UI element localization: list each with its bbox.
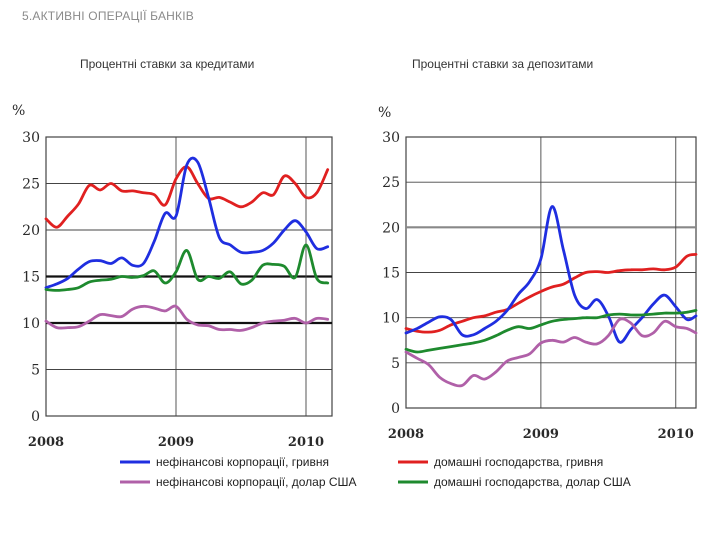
y-tick-label-loans: 30	[22, 130, 40, 146]
chart-title-deposits: Процентні ставки за депозитами	[412, 57, 594, 71]
y-tick-label-loans: 0	[31, 409, 40, 425]
series-line-deposits-3	[404, 317, 698, 388]
series-line-deposits-2	[404, 309, 698, 354]
slide-title: 5.АКТИВНІ ОПЕРАЦІЇ БАНКІВ	[22, 9, 194, 23]
x-tick-label-loans: 2010	[288, 435, 324, 450]
y-tick-label-deposits: 25	[382, 175, 400, 191]
y-tick-label-loans: 15	[22, 270, 40, 286]
y-tick-label-deposits: 10	[382, 311, 400, 327]
series-line-deposits-1	[404, 205, 698, 344]
legend-label-loans: нефінансові корпорації, гривня	[156, 455, 329, 469]
series-line-loans-1	[44, 156, 330, 290]
legend-label-deposits: домашні господарства, гривня	[434, 455, 603, 469]
y-tick-label-loans: 25	[22, 177, 40, 193]
y-tick-label-deposits: 0	[391, 401, 400, 417]
legend-label-loans: нефінансові корпорації, долар США	[156, 475, 357, 489]
y-tick-label-deposits: 30	[382, 130, 400, 146]
legend-label-deposits: домашні господарства, долар США	[434, 475, 631, 489]
x-tick-label-loans: 2009	[158, 435, 194, 450]
y-tick-label-deposits: 15	[382, 266, 400, 282]
y-tick-label-deposits: 20	[382, 220, 400, 236]
y-tick-label-loans: 10	[22, 316, 40, 332]
x-tick-label-deposits: 2010	[658, 427, 694, 442]
y-tick-label-loans: 5	[31, 363, 40, 379]
series-line-loans-2	[44, 243, 330, 292]
y-axis-label-loans: %	[12, 103, 25, 119]
series-line-loans-3	[44, 304, 330, 332]
y-tick-label-deposits: 5	[391, 356, 400, 372]
x-tick-label-deposits: 2008	[388, 427, 424, 442]
y-tick-label-loans: 20	[22, 223, 40, 239]
chart-title-loans: Процентні ставки за кредитами	[80, 57, 255, 71]
x-tick-label-deposits: 2009	[523, 427, 559, 442]
y-axis-label-deposits: %	[378, 105, 391, 121]
x-tick-label-loans: 2008	[28, 435, 64, 450]
chart-deposits: 0 5 10 15 20 25 30 2008 2009 2010% домашні господа…	[378, 105, 698, 489]
series-line-loans-0	[44, 165, 330, 229]
chart-loans: 0 5 10 15 20 25 30 2008 2009 2010% нефінансові кор…	[12, 103, 357, 489]
